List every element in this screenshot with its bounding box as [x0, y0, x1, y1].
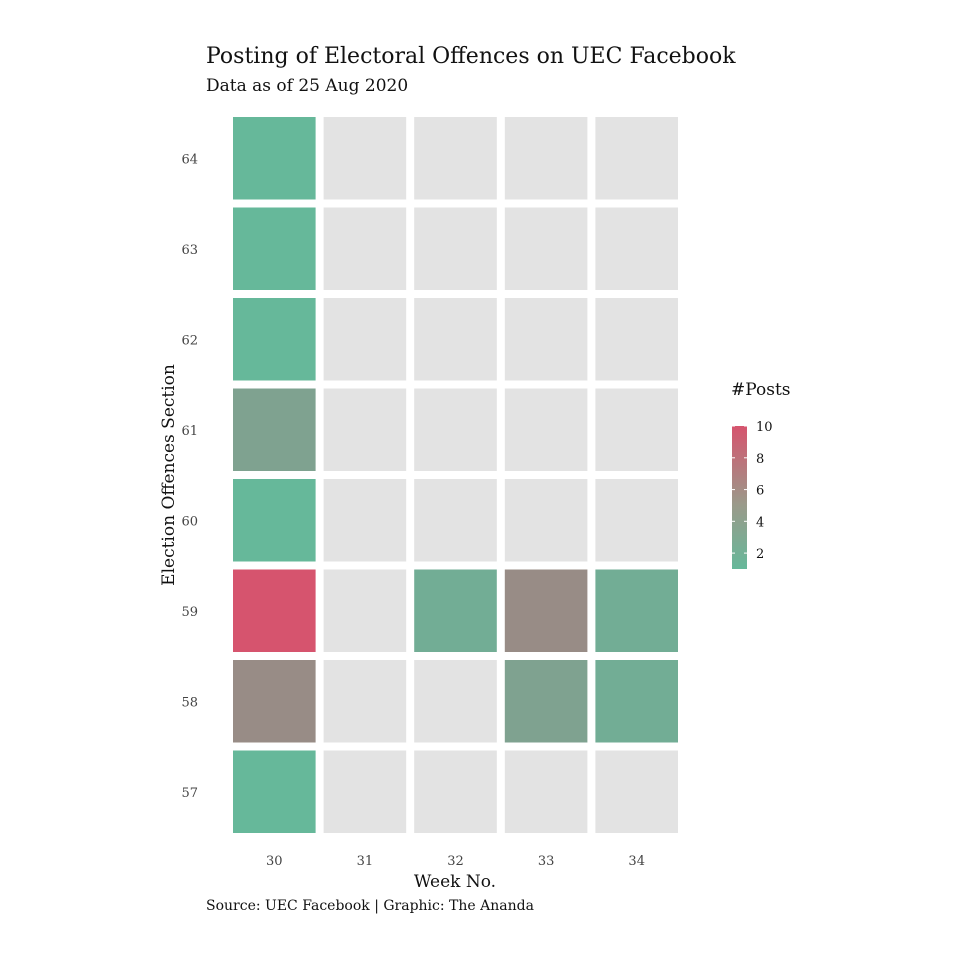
heatmap-cell-57-31: [323, 750, 407, 833]
heatmap-cell-59-30: [233, 569, 316, 652]
heatmap-cell-58-32: [414, 660, 497, 743]
heatmap-cell-61-33: [504, 388, 588, 471]
chart-title: Posting of Electoral Offences on UEC Fac…: [206, 44, 736, 69]
heatmap-cell-64-31: [323, 117, 407, 200]
heatmap-cell-58-34: [595, 660, 678, 743]
y-tick-label: 58: [181, 695, 198, 710]
legend: #Posts 2 4 6 8 10: [731, 380, 791, 569]
heatmap-cell-59-34: [595, 569, 678, 652]
heatmap-cell-60-32: [414, 479, 497, 562]
heatmap-cell-60-31: [323, 479, 407, 562]
heatmap-cell-61-31: [323, 388, 407, 471]
heatmap-cell-62-33: [504, 298, 588, 381]
legend-tick-label: 4: [756, 515, 764, 530]
heatmap-cell-64-33: [504, 117, 588, 200]
heatmap-cell-63-30: [233, 207, 316, 290]
heatmap-cell-61-30: [233, 388, 316, 471]
heatmap-cell-57-30: [233, 750, 316, 833]
x-axis-title: Week No.: [414, 872, 496, 892]
heatmap-cell-59-33: [504, 569, 588, 652]
x-tick-label: 30: [266, 854, 283, 869]
heatmap-cell-58-30: [233, 660, 316, 743]
y-tick-label: 60: [181, 514, 198, 529]
y-tick-label: 57: [181, 786, 198, 801]
x-tick-label: 32: [447, 854, 464, 869]
y-axis-ticks: 57 58 59 60 61 62 63 64: [181, 152, 198, 801]
x-tick-label: 34: [628, 854, 645, 869]
heatmap-cell-64-30: [233, 117, 316, 200]
y-tick-label: 59: [181, 605, 198, 620]
x-tick-label: 31: [357, 854, 374, 869]
heatmap-cell-62-32: [414, 298, 497, 381]
legend-title: #Posts: [731, 380, 791, 400]
y-tick-label: 62: [181, 333, 198, 348]
y-tick-label: 64: [181, 152, 198, 167]
x-tick-label: 33: [538, 854, 555, 869]
heatmap-cell-57-34: [595, 750, 678, 833]
heatmap-cell-61-32: [414, 388, 497, 471]
heatmap-cell-63-33: [504, 207, 588, 290]
chart-caption: Source: UEC Facebook | Graphic: The Anan…: [206, 898, 534, 914]
x-axis-ticks: 30 31 32 33 34: [266, 854, 645, 869]
heatmap-cell-60-33: [504, 479, 588, 562]
heatmap-cell-63-31: [323, 207, 407, 290]
heatmap-cell-59-31: [323, 569, 407, 652]
heatmap-cell-63-34: [595, 207, 678, 290]
heatmap-cell-61-34: [595, 388, 678, 471]
legend-colorbar: [732, 426, 747, 569]
heatmap-cell-64-32: [414, 117, 497, 200]
chart-subtitle: Data as of 25 Aug 2020: [206, 76, 408, 96]
heatmap-cell-62-31: [323, 298, 407, 381]
y-tick-label: 63: [181, 243, 198, 258]
heatmap-cell-63-32: [414, 207, 497, 290]
legend-tick-label: 2: [756, 547, 764, 562]
heatmap-cell-60-30: [233, 479, 316, 562]
heatmap-cell-59-32: [414, 569, 497, 652]
heatmap-cell-60-34: [595, 479, 678, 562]
legend-tick-label: 10: [756, 420, 773, 435]
heatmap-cell-58-31: [323, 660, 407, 743]
y-tick-label: 61: [181, 424, 198, 439]
heatmap-cell-58-33: [504, 660, 588, 743]
heatmap-cell-57-33: [504, 750, 588, 833]
heatmap-cells: [233, 117, 678, 833]
legend-tick-label: 6: [756, 484, 764, 499]
heatmap-cell-62-34: [595, 298, 678, 381]
heatmap-cell-57-32: [414, 750, 497, 833]
legend-ticks: 2 4 6 8 10: [732, 420, 773, 562]
heatmap-cell-62-30: [233, 298, 316, 381]
heatmap-cell-64-34: [595, 117, 678, 200]
y-axis-title: Election Offences Section: [159, 364, 179, 586]
legend-tick-label: 8: [756, 452, 764, 467]
